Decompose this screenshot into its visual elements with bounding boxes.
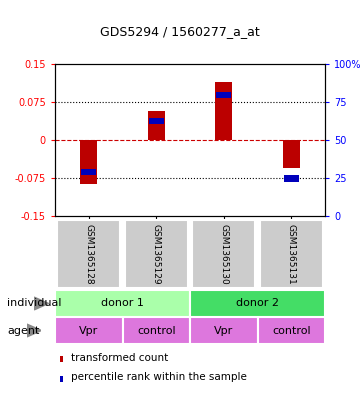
Bar: [149, 118, 164, 124]
Text: donor 1: donor 1: [101, 299, 144, 309]
Bar: [55, 317, 122, 344]
Text: percentile rank within the sample: percentile rank within the sample: [71, 373, 247, 382]
Bar: [60, 376, 63, 382]
Bar: [192, 220, 256, 288]
Text: Vpr: Vpr: [79, 325, 98, 336]
Bar: [284, 175, 299, 182]
Bar: [283, 140, 300, 168]
Text: individual: individual: [7, 299, 62, 309]
Text: GSM1365128: GSM1365128: [84, 224, 93, 284]
Bar: [190, 290, 325, 317]
Bar: [260, 220, 323, 288]
Bar: [122, 317, 190, 344]
Text: control: control: [137, 325, 176, 336]
Bar: [60, 356, 63, 362]
Bar: [216, 92, 231, 99]
Text: donor 2: donor 2: [236, 299, 279, 309]
Bar: [190, 317, 257, 344]
Text: transformed count: transformed count: [71, 353, 169, 363]
Polygon shape: [34, 297, 49, 310]
Text: Vpr: Vpr: [214, 325, 233, 336]
Bar: [80, 140, 97, 184]
Text: GDS5294 / 1560277_a_at: GDS5294 / 1560277_a_at: [100, 26, 260, 39]
Bar: [125, 220, 188, 288]
Bar: [55, 290, 190, 317]
Text: GSM1365131: GSM1365131: [287, 224, 296, 285]
Text: agent: agent: [7, 325, 40, 336]
Bar: [215, 82, 232, 140]
Text: control: control: [272, 325, 311, 336]
Text: GSM1365129: GSM1365129: [152, 224, 161, 284]
Polygon shape: [27, 324, 41, 337]
Bar: [57, 220, 121, 288]
Text: GSM1365130: GSM1365130: [219, 224, 228, 285]
Bar: [257, 317, 325, 344]
Bar: [148, 110, 165, 140]
Bar: [81, 169, 96, 175]
